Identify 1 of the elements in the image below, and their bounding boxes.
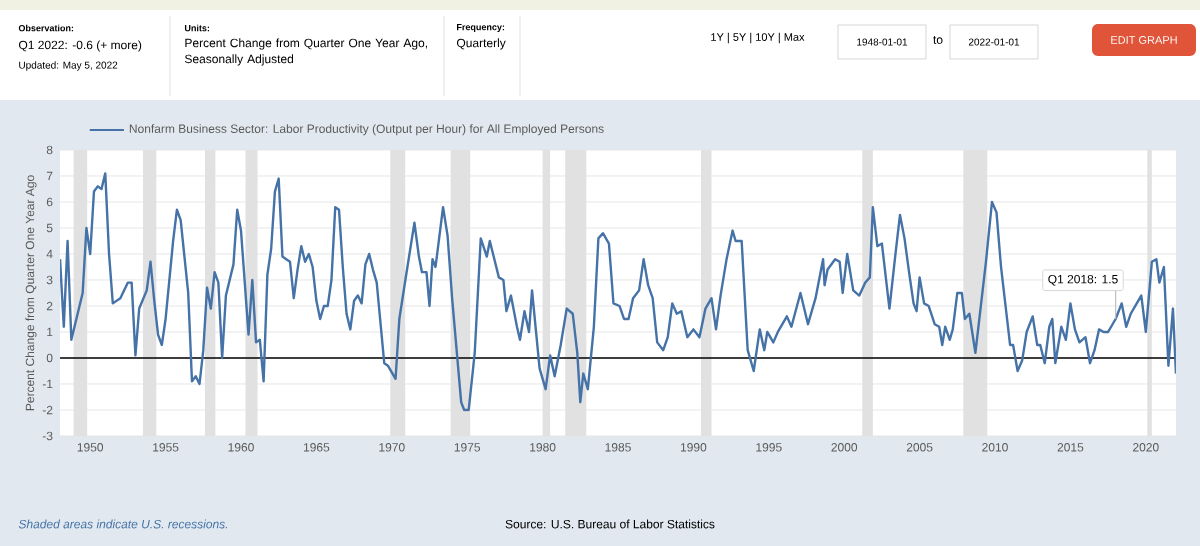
- line-series: [60, 172, 1176, 412]
